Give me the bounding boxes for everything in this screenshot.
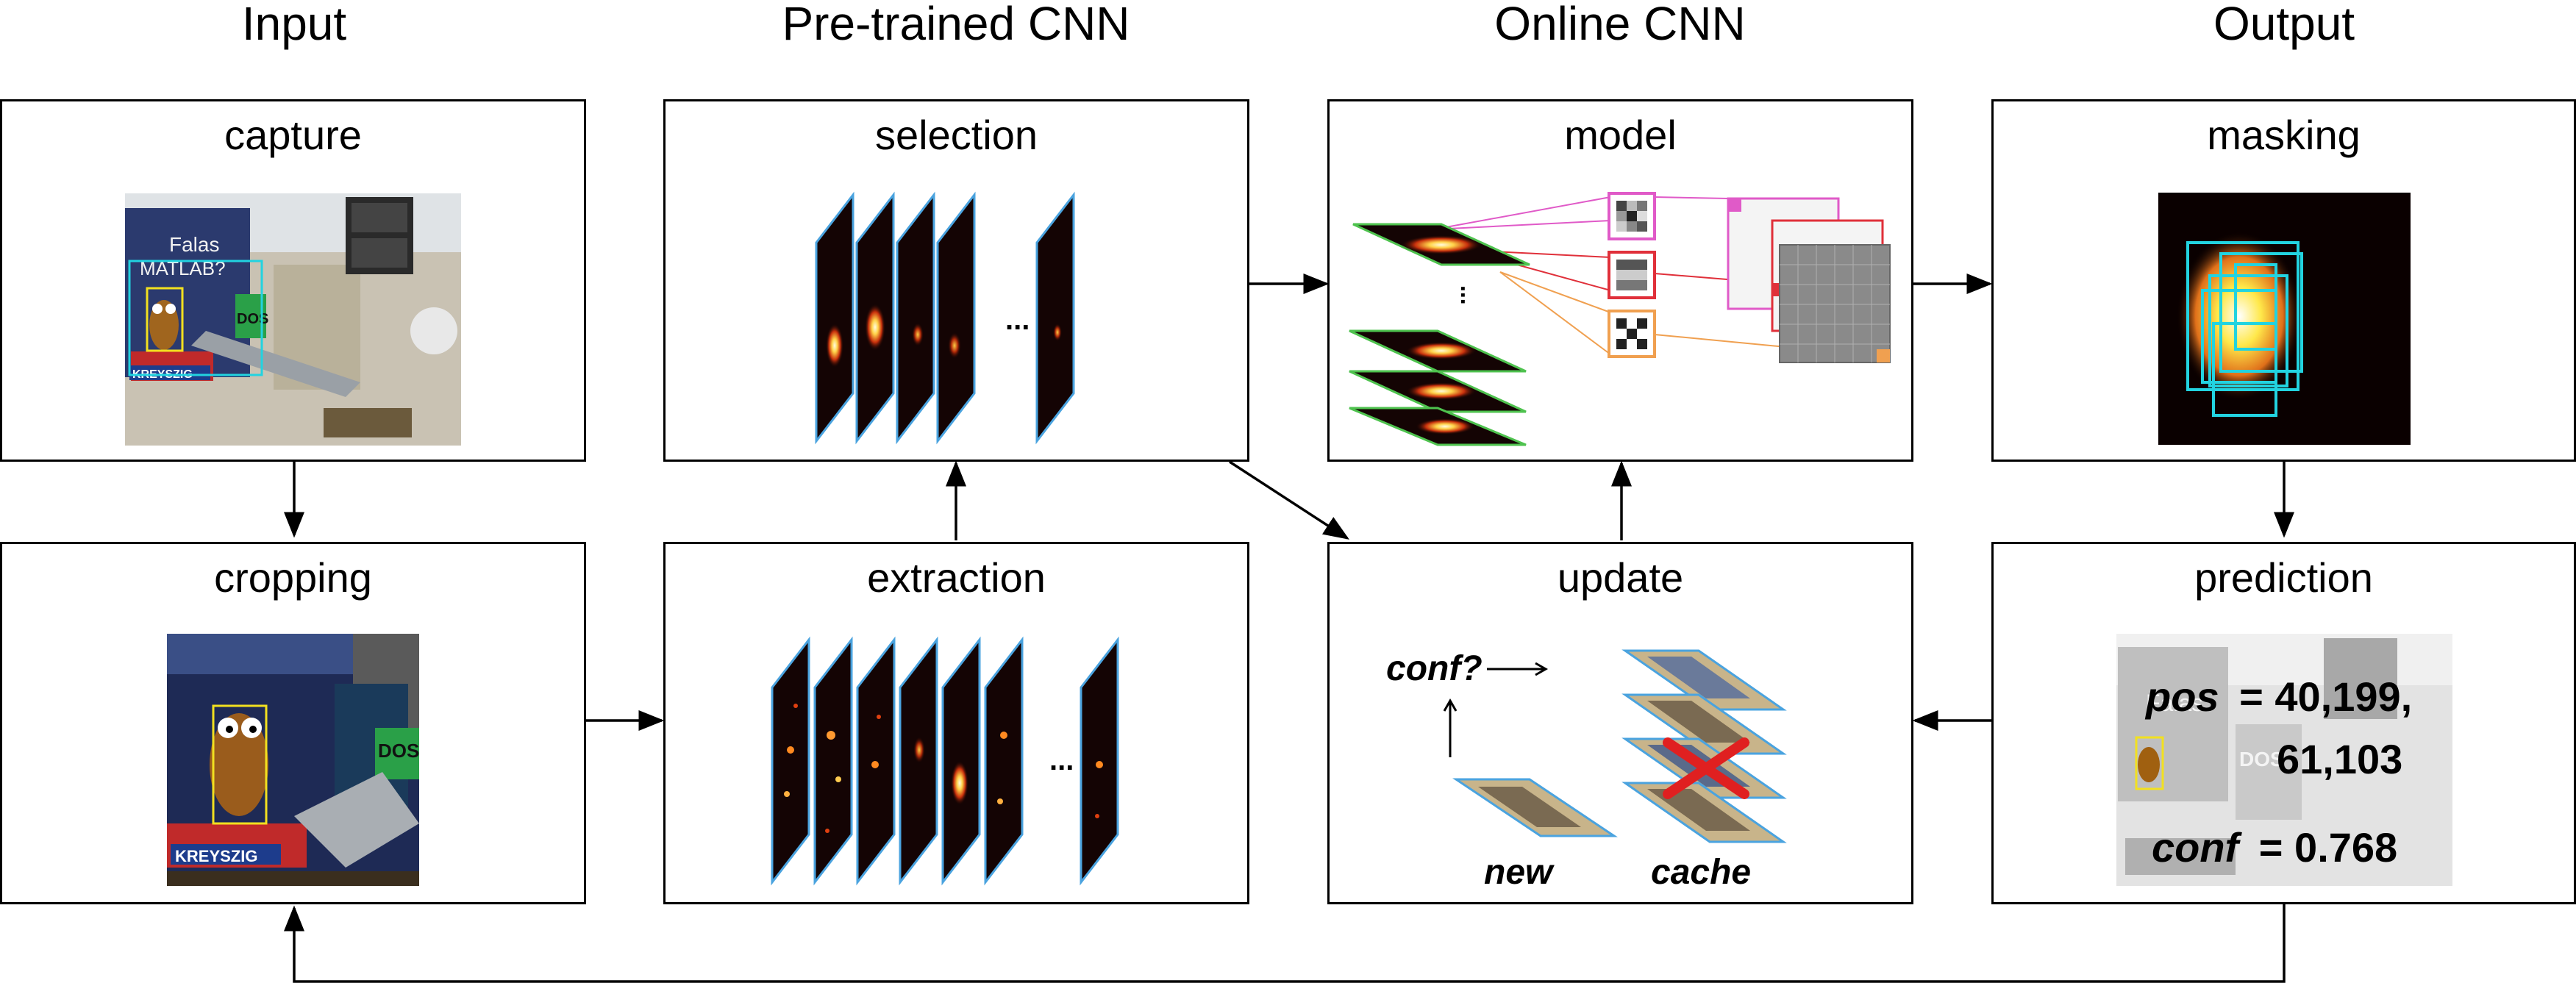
- pos-label: pos: [2144, 673, 2219, 720]
- arrow-selection-to-update: [1229, 460, 1349, 540]
- prediction-sticker: DOS: [2239, 748, 2284, 771]
- masking-title: masking: [2207, 112, 2361, 158]
- pos-row: pos = 40,199,: [2144, 673, 2412, 720]
- column-header-input: Input: [241, 0, 347, 50]
- filter-kernel-red: [1608, 251, 1656, 299]
- feature-map: [855, 191, 895, 445]
- response-maps: [1727, 197, 1891, 363]
- cropping-brand: KREYSZIG: [175, 847, 257, 865]
- model-title: model: [1564, 112, 1677, 158]
- cross-icon: [1663, 737, 1749, 799]
- prediction-book-title: Falas: [2146, 690, 2203, 716]
- masking-box: masking: [1991, 99, 2576, 462]
- feature-map: [856, 636, 896, 886]
- update-illustration: conf? new cache: [1386, 649, 1787, 892]
- column-header-output: Output: [2213, 0, 2355, 50]
- feature-layer: [1349, 329, 1527, 373]
- model-ellipsis: ...: [1456, 285, 1483, 305]
- arrow-prediction-to-cropping: [284, 903, 2286, 983]
- update-box: update: [1327, 542, 1913, 904]
- prediction-title: prediction: [2194, 554, 2373, 601]
- model-illustration: ...: [1349, 192, 1891, 446]
- selection-title: selection: [874, 112, 1038, 158]
- feature-map: [1035, 191, 1075, 445]
- feature-map: [813, 636, 853, 886]
- prediction-box: prediction: [1991, 542, 2576, 904]
- cropping-title: cropping: [214, 554, 372, 601]
- capture-book-title: Falas: [169, 233, 219, 256]
- extraction-title: extraction: [867, 554, 1046, 601]
- prediction-illustration: Falas DOS pos = 40,199, 61,103 conf = 0.…: [2116, 634, 2452, 886]
- extraction-maps: ...: [771, 636, 1119, 886]
- cropping-sticker: DOS: [378, 740, 419, 762]
- extraction-box: extraction: [663, 542, 1249, 904]
- feature-map: [941, 636, 981, 886]
- conf-label: conf: [2152, 824, 2243, 871]
- column-header-pretrained: Pre-trained CNN: [782, 0, 1130, 50]
- new-sample: [1452, 778, 1618, 837]
- pos-values-line2: 61,103: [2277, 736, 2402, 782]
- selection-maps: ...: [815, 191, 1075, 445]
- capture-box: capture: [0, 99, 586, 462]
- filter-kernel-pink: [1608, 192, 1656, 240]
- capture-title: capture: [224, 112, 362, 158]
- feature-map: [1080, 636, 1119, 886]
- column-header-online: Online CNN: [1494, 0, 1746, 50]
- feature-map: [936, 191, 976, 445]
- model-box: model: [1327, 99, 1913, 462]
- feature-map: [815, 191, 854, 445]
- capture-image: Falas MATLAB? DOS KREYSZIG: [125, 193, 461, 446]
- update-title: update: [1557, 554, 1684, 601]
- filter-kernel-orange: [1608, 310, 1656, 358]
- conf-value: = 0.768: [2259, 824, 2397, 871]
- feature-layer: [1352, 223, 1530, 266]
- ellipsis: ...: [1005, 304, 1030, 336]
- feature-layer: [1349, 370, 1527, 413]
- feature-layer: [1349, 407, 1527, 446]
- feature-map: [896, 191, 935, 445]
- connector-arrows: [284, 274, 2294, 983]
- conf-query: conf?: [1386, 649, 1483, 688]
- masking-heatmap: [2158, 193, 2411, 445]
- ellipsis: ...: [1049, 744, 1074, 776]
- cropping-image: DOS KREYSZIG: [167, 634, 419, 886]
- feature-map: [984, 636, 1024, 886]
- cache-label: cache: [1651, 853, 1751, 892]
- cropping-box: cropping: [0, 542, 586, 904]
- pos-values: = 40,199,: [2239, 673, 2412, 720]
- conf-row: conf = 0.768: [2152, 824, 2397, 871]
- feature-map: [899, 636, 938, 886]
- feature-map: [771, 636, 810, 886]
- selection-box: selection: [663, 99, 1249, 462]
- new-label: new: [1484, 853, 1555, 892]
